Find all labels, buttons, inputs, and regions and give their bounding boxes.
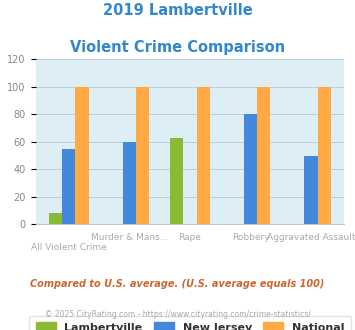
Bar [49, 214, 62, 224]
Text: Robbery: Robbery [232, 233, 269, 242]
Text: Aggravated Assault: Aggravated Assault [267, 233, 355, 242]
Bar [76, 87, 89, 224]
Bar [318, 87, 331, 224]
Bar [197, 87, 210, 224]
Text: © 2025 CityRating.com - https://www.cityrating.com/crime-statistics/: © 2025 CityRating.com - https://www.city… [45, 310, 310, 319]
Text: Violent Crime Comparison: Violent Crime Comparison [70, 40, 285, 54]
Legend: Lambertville, New Jersey, National: Lambertville, New Jersey, National [29, 316, 351, 330]
Bar [170, 138, 183, 224]
Text: 2019 Lambertville: 2019 Lambertville [103, 3, 252, 18]
Text: Murder & Mans...: Murder & Mans... [91, 233, 168, 242]
Bar [304, 156, 318, 224]
Bar [123, 142, 136, 224]
Bar [62, 149, 76, 224]
Bar [244, 115, 257, 224]
Text: All Violent Crime: All Violent Crime [31, 243, 107, 251]
Text: Compared to U.S. average. (U.S. average equals 100): Compared to U.S. average. (U.S. average … [30, 279, 325, 289]
Text: Rape: Rape [179, 233, 201, 242]
Bar [257, 87, 271, 224]
Bar [136, 87, 149, 224]
